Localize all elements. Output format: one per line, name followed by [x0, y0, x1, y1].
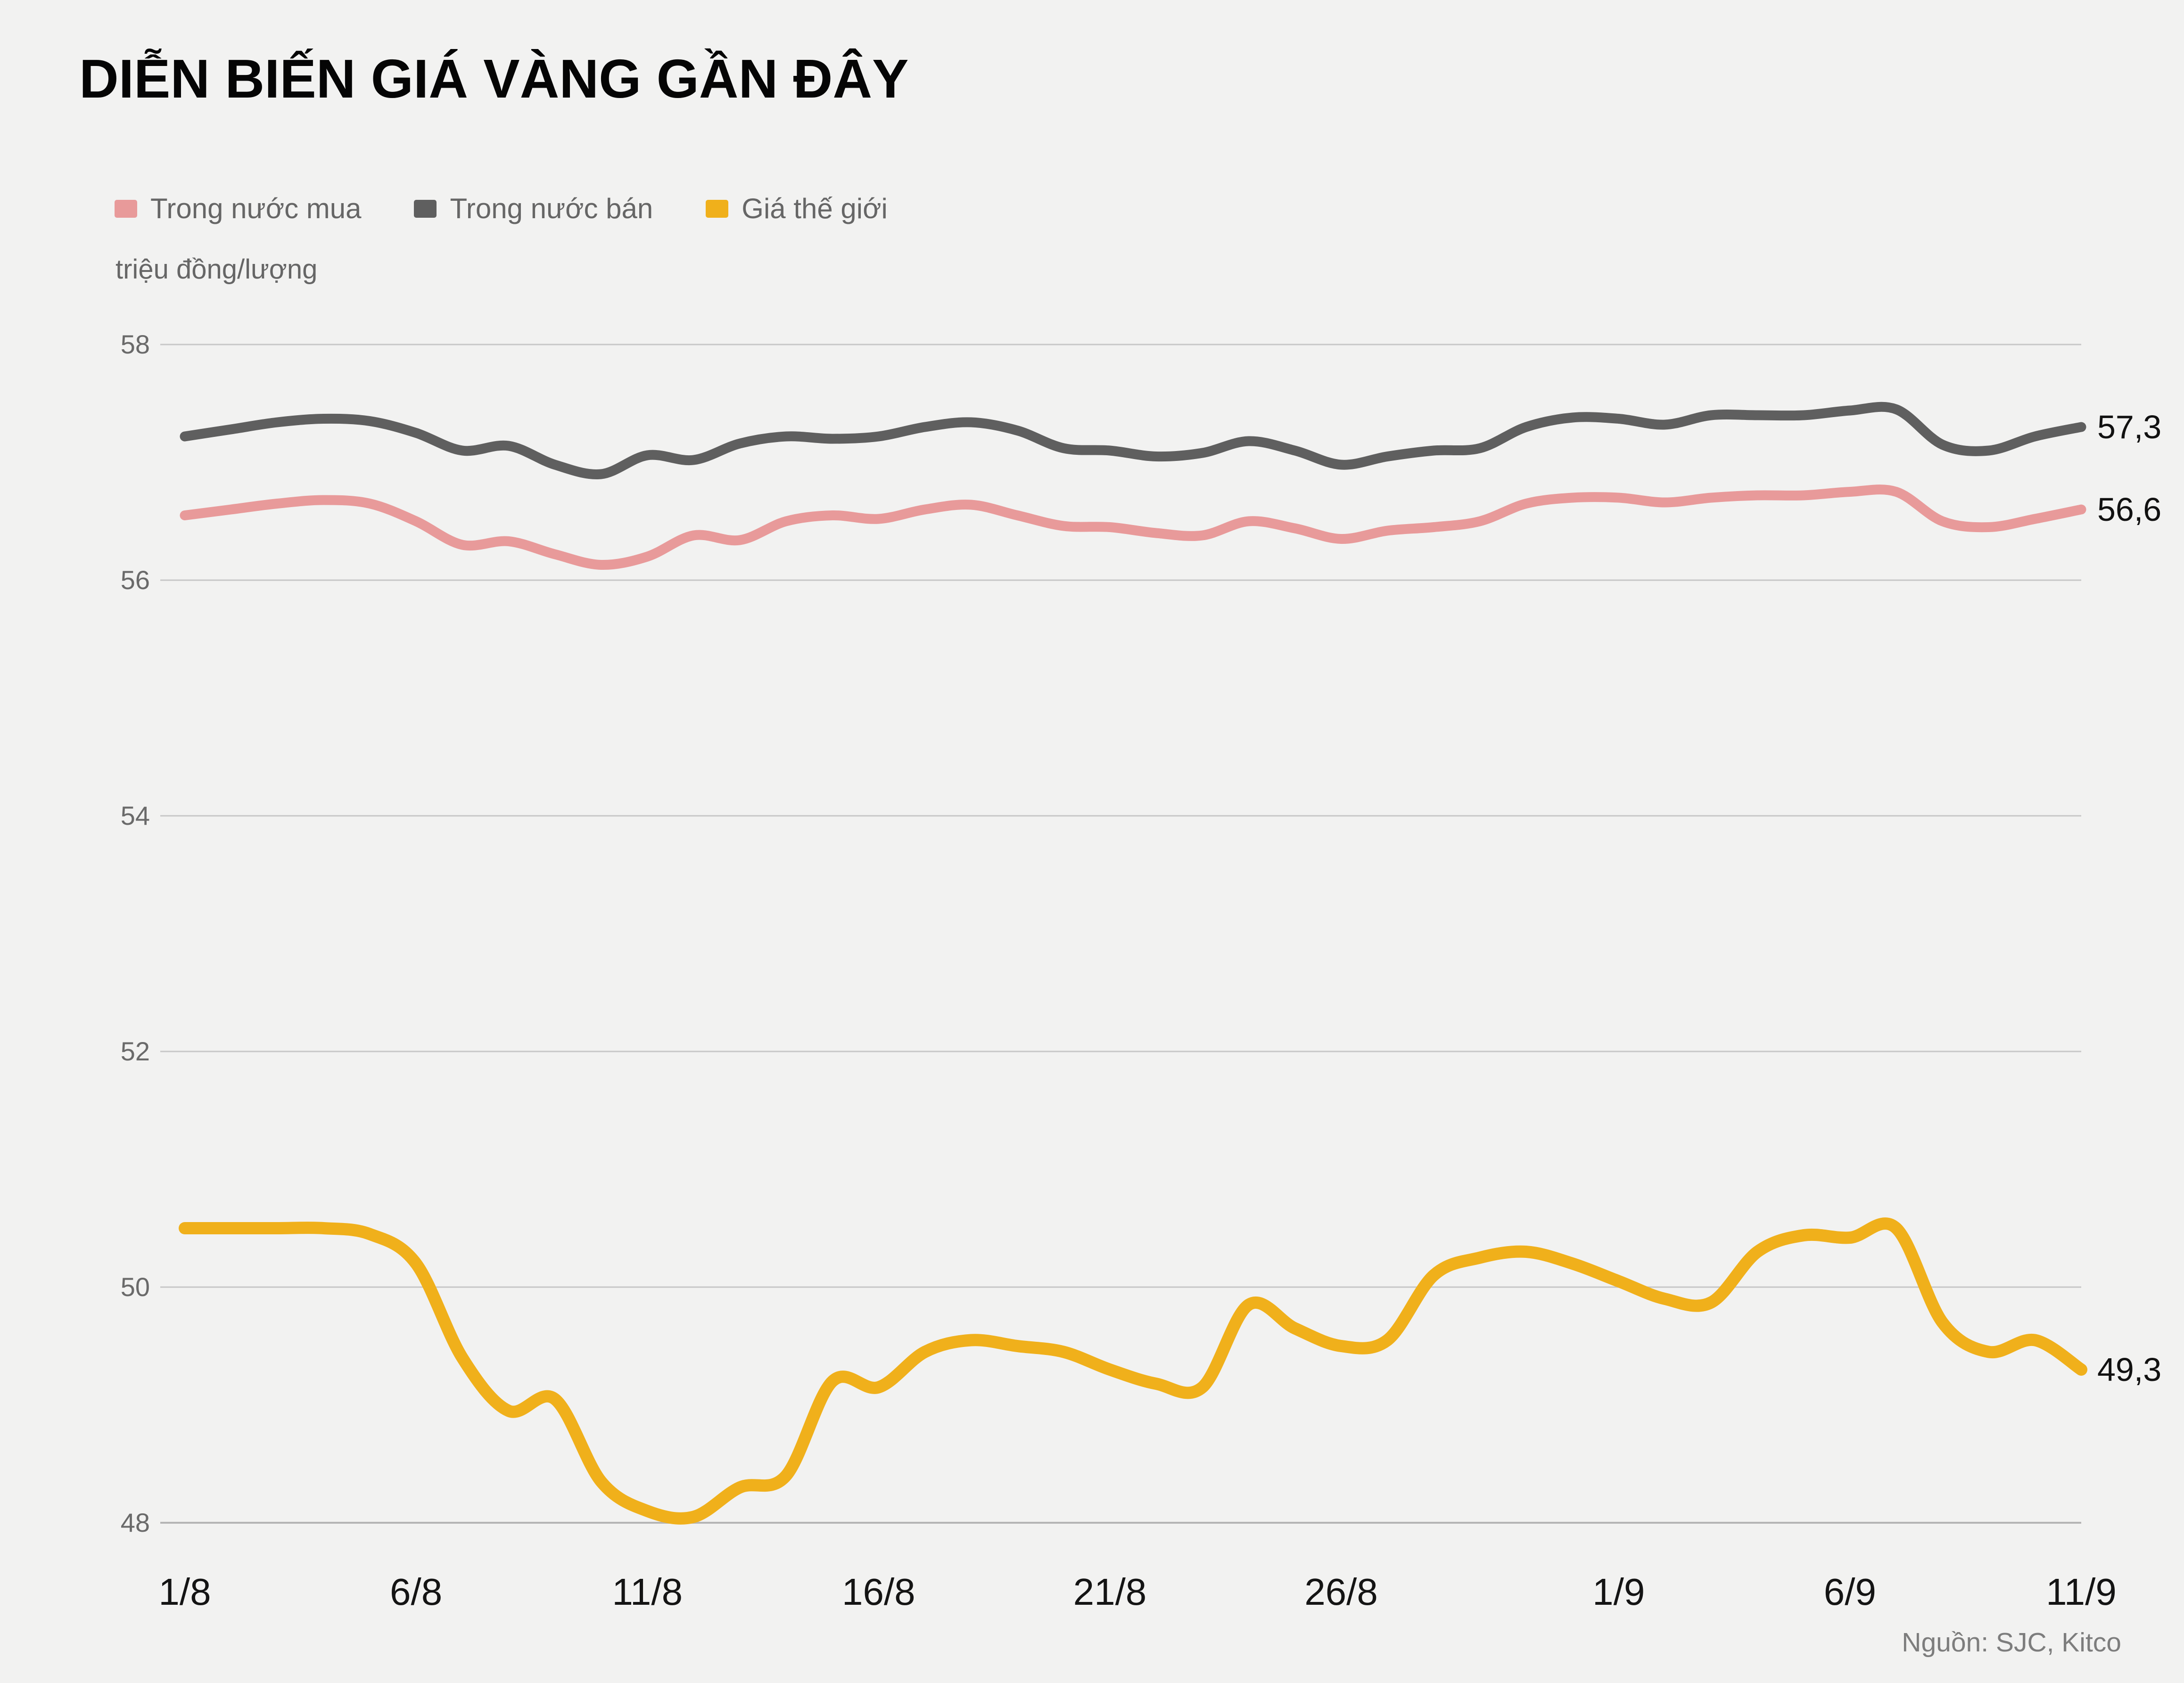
x-tick-label-6/9: 6/9 — [1824, 1571, 1876, 1613]
y-tick-label-56: 56 — [121, 565, 150, 595]
legend-item-label: Trong nước mua — [150, 193, 362, 224]
end-value-label-57-3: 57,3 — [2097, 409, 2161, 445]
page-title: DIỄN BIẾN GIÁ VÀNG GẦN ĐÂY — [79, 48, 909, 109]
series-line-trong-n-c-b-n — [180, 402, 2086, 479]
x-tick-label-26/8: 26/8 — [1304, 1571, 1378, 1613]
x-tick-label-21/8: 21/8 — [1073, 1571, 1147, 1613]
y-tick-label-58: 58 — [121, 329, 150, 359]
y-tick-label-54: 54 — [121, 801, 150, 830]
legend-item-trong-nuoc-ban: Trong nước bán — [414, 192, 653, 225]
legend: Trong nước mua Trong nước bán Giá thế gi… — [115, 192, 888, 225]
x-tick-label-11/9: 11/9 — [2046, 1571, 2117, 1613]
end-value-label-49-3: 49,3 — [2097, 1351, 2161, 1388]
legend-swatch-ban-icon — [414, 199, 437, 218]
legend-swatch-the-gioi-icon — [706, 199, 729, 218]
series-line-gi-th-gi-i — [179, 1217, 2087, 1525]
end-value-label-56-6: 56,6 — [2097, 491, 2161, 528]
x-tick-label-1/9: 1/9 — [1592, 1571, 1645, 1613]
legend-item-trong-nuoc-mua: Trong nước mua — [115, 192, 361, 225]
x-tick-label-6/8: 6/8 — [390, 1571, 442, 1613]
x-tick-label-16/8: 16/8 — [842, 1571, 915, 1613]
legend-swatch-mua-icon — [115, 199, 137, 218]
series-line-trong-n-c-mua — [180, 484, 2086, 570]
x-tick-label-1/8: 1/8 — [158, 1571, 211, 1613]
y-tick-label-52: 52 — [121, 1036, 150, 1066]
legend-item-label: Trong nước bán — [450, 193, 653, 224]
legend-item-gia-the-gioi: Giá thế giới — [706, 192, 888, 225]
source-label: Nguồn: SJC, Kitco — [1902, 1627, 2121, 1658]
y-axis-unit-label: triệu đồng/lượng — [115, 254, 318, 285]
legend-item-label: Giá thế giới — [742, 193, 888, 224]
y-tick-label-48: 48 — [121, 1508, 150, 1537]
y-tick-label-50: 50 — [121, 1272, 150, 1302]
x-tick-label-11/8: 11/8 — [612, 1571, 683, 1613]
